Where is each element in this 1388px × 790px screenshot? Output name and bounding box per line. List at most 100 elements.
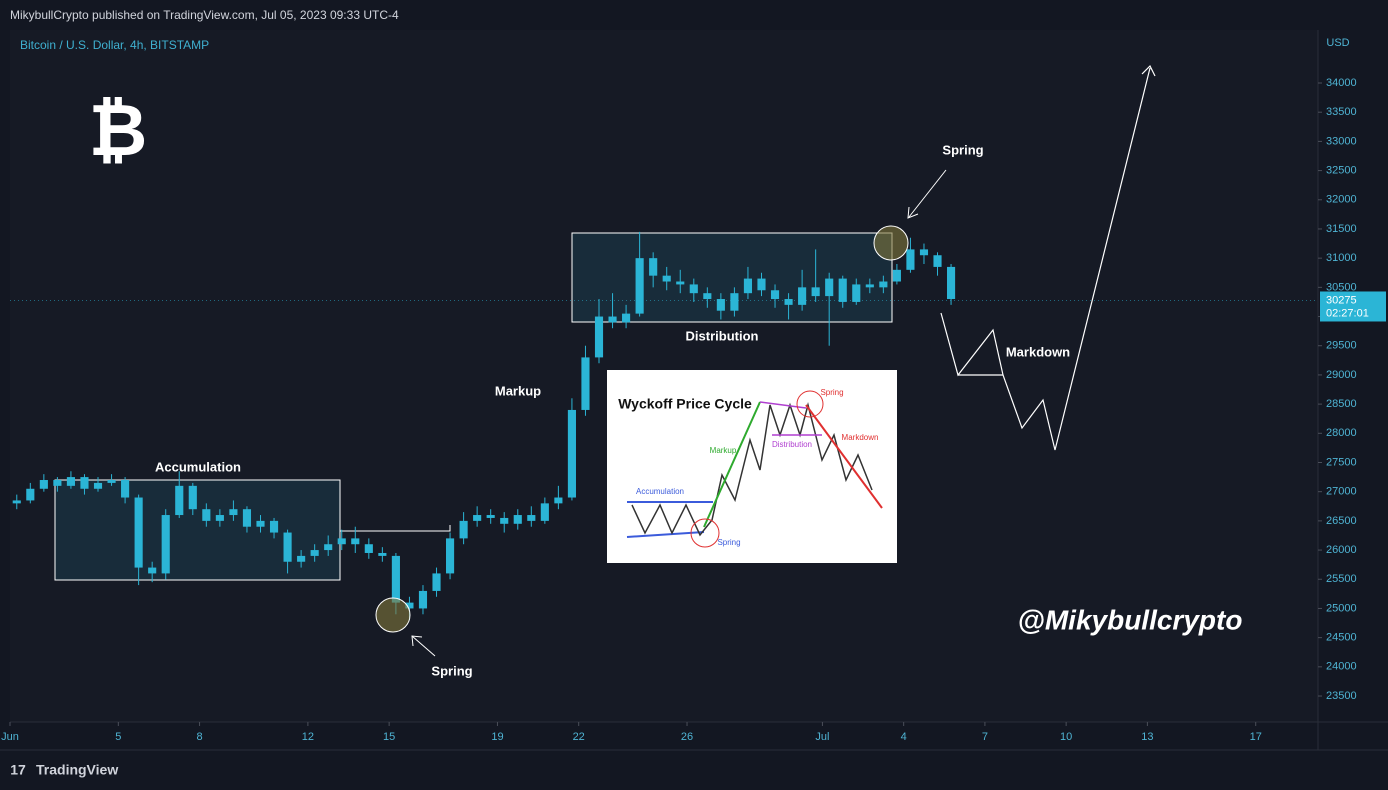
candle-body (242, 509, 252, 527)
candle-body (838, 278, 847, 302)
candle-body (364, 544, 373, 553)
y-tick-label: 25500 (1326, 573, 1357, 585)
arrowhead (1141, 64, 1156, 77)
candle-body (391, 555, 400, 603)
candle-body (473, 515, 482, 521)
candle-body (297, 555, 306, 562)
candle-body (418, 590, 428, 609)
inset-label: Distribution (772, 440, 812, 449)
inset-label: Markdown (842, 433, 879, 442)
candle-body (161, 515, 170, 574)
candle-body (121, 480, 130, 498)
candle-body (608, 316, 617, 323)
inset-circle (690, 518, 720, 548)
inset-title: Wyckoff Price Cycle (618, 396, 752, 412)
inset-background (607, 370, 897, 563)
inset-diagram: Wyckoff Price Cycle Accumulation Markup … (607, 370, 897, 563)
arrowhead (411, 635, 423, 647)
candle-body (310, 550, 319, 556)
inset-line (805, 404, 883, 509)
candle-body (825, 278, 834, 297)
y-tick-label: 27500 (1326, 456, 1357, 468)
candle-body (337, 538, 346, 545)
last-price-tag (1320, 291, 1386, 322)
watermark: @Mikybullcrypto (1018, 604, 1243, 635)
candle-body (892, 269, 901, 282)
candle-body (852, 284, 861, 302)
spring-circle (375, 597, 411, 633)
y-tick-label: 28000 (1326, 427, 1357, 439)
inset-line (759, 401, 807, 409)
candle-body (486, 515, 495, 518)
candle-body (39, 480, 48, 489)
candle-body (689, 284, 698, 294)
x-tick-label: 4 (901, 731, 907, 743)
candle-body (879, 281, 888, 288)
candle-body (215, 515, 224, 521)
x-tick-label: 26 (681, 731, 693, 743)
y-tick-label: 33000 (1326, 135, 1357, 147)
candle-body (567, 409, 576, 498)
x-tick-label: 5 (115, 731, 121, 743)
x-tick-label: 19 (491, 731, 503, 743)
candle-body (148, 567, 157, 574)
annotation: Spring (942, 142, 983, 157)
inset-label: Accumulation (636, 487, 684, 496)
candle-body (229, 509, 238, 516)
y-tick-label: 32000 (1326, 194, 1357, 206)
candle-body (622, 313, 631, 323)
y-tick-label: 29000 (1326, 369, 1357, 381)
inset-label: Spring (717, 538, 740, 547)
accumulation-box (54, 479, 341, 581)
annotation: Spring (431, 663, 472, 678)
candle-body (703, 293, 712, 300)
candle-body (662, 275, 671, 282)
x-tick-label: 8 (197, 731, 203, 743)
candle-body (527, 515, 536, 521)
candle-body (446, 538, 455, 574)
y-tick-label: 30500 (1326, 281, 1357, 293)
y-tick-label: 33500 (1326, 106, 1357, 118)
connector-line (340, 525, 451, 532)
countdown-label: 02:27:01 (1326, 307, 1369, 319)
candle-body (730, 293, 739, 311)
x-tick-label: 22 (573, 731, 585, 743)
candle-body (256, 520, 265, 527)
candle-body (269, 520, 279, 533)
candle-body (188, 485, 197, 510)
candle-body (26, 488, 35, 501)
candle-body (933, 255, 942, 267)
candle-body (784, 299, 793, 305)
x-tick-label: 15 (383, 731, 395, 743)
candles (12, 231, 956, 621)
candle-body (12, 500, 21, 504)
arrowhead (907, 206, 919, 219)
annotation: Markup (495, 383, 541, 398)
x-tick-label: 12 (302, 731, 314, 743)
y-tick-label: 29500 (1326, 340, 1357, 352)
annotation: Markdown (1006, 344, 1070, 359)
annotation: Distribution (686, 328, 759, 343)
chart-title: Bitcoin / U.S. Dollar, 4h, BITSTAMP (20, 38, 209, 52)
candle-body (581, 357, 590, 410)
footer-icon: 17 (10, 762, 26, 778)
candle-body (53, 480, 62, 486)
candle-body (635, 258, 644, 314)
candle-body (283, 532, 292, 562)
annotation: Accumulation (155, 459, 241, 474)
logo: ₿ (89, 91, 148, 171)
candle-body (405, 602, 414, 609)
candle-body (906, 249, 915, 270)
candle-body (554, 497, 563, 504)
candle-body (324, 544, 333, 551)
arrow (411, 635, 436, 657)
candle-body (540, 503, 549, 521)
candle-body (798, 287, 807, 305)
candle-body (649, 258, 658, 276)
footer-brand: TradingView (36, 762, 118, 778)
y-tick-label: 32500 (1326, 164, 1357, 176)
y-axis-label: USD (1326, 37, 1349, 49)
candle-body (134, 497, 143, 568)
candle-body (919, 249, 929, 256)
